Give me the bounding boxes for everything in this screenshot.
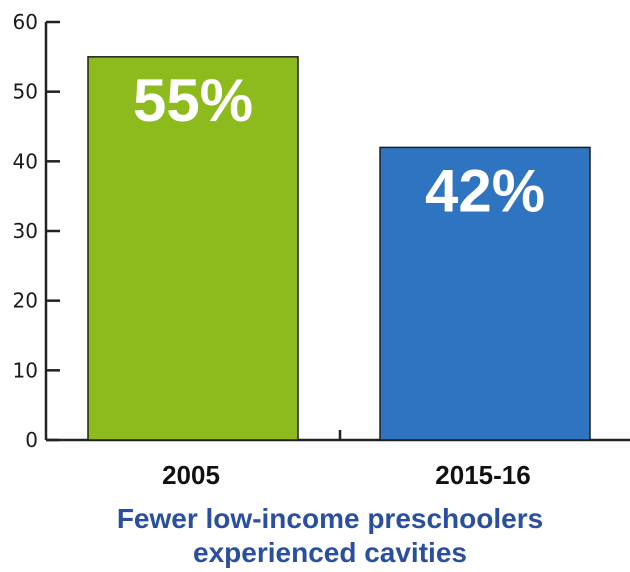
x-tick-label-2005: 2005 — [162, 460, 220, 490]
y-tick-label: 30 — [13, 219, 38, 243]
bars — [87, 56, 591, 441]
y-tick-label: 40 — [13, 149, 38, 173]
chart-caption-line-2: experienced cavities — [193, 537, 467, 568]
y-tick-label: 0 — [25, 428, 38, 452]
data-label-2015-16: 42% — [425, 157, 545, 224]
bar-2005 — [87, 56, 299, 441]
chart-caption-line-1: Fewer low-income preschoolers — [116, 503, 544, 534]
y-tick-label: 10 — [13, 358, 38, 382]
x-tick-label-2015-16: 2015-16 — [435, 460, 530, 490]
y-tick-label: 20 — [13, 289, 38, 313]
data-label-2005: 55% — [133, 67, 253, 134]
y-tick-label: 60 — [13, 10, 38, 34]
labels: 55% 2005 42% 2015-16 — [133, 67, 545, 490]
y-tick-label: 50 — [13, 80, 38, 104]
bar-2015-16 — [379, 146, 591, 441]
